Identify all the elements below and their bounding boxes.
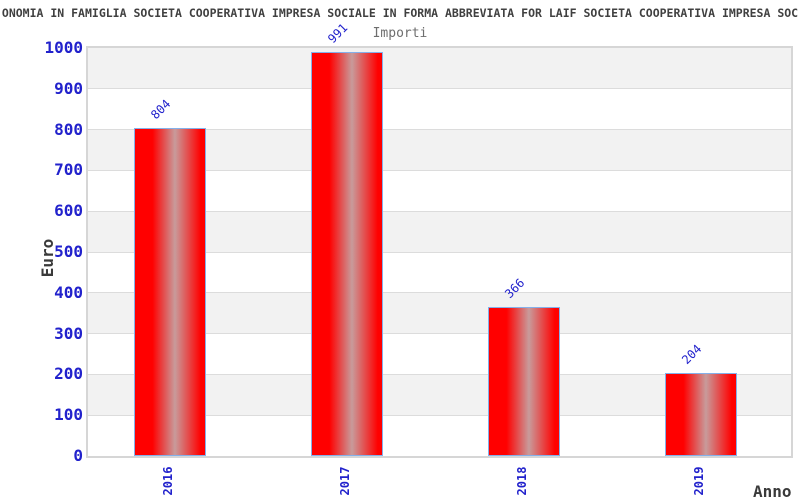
gridline (88, 333, 791, 335)
bar-2016 (134, 127, 206, 456)
y-tick-label: 800 (54, 119, 83, 139)
bar-value-label: 991 (324, 20, 350, 46)
y-tick-label: 900 (54, 78, 83, 98)
y-tick-label: 700 (54, 160, 83, 180)
gridline (88, 373, 791, 375)
gridline (88, 292, 791, 294)
y-tick-label: 1000 (44, 38, 83, 57)
plot-band (88, 48, 791, 89)
plot-area (86, 46, 793, 458)
chart-title: ONOMIA IN FAMIGLIA SOCIETA COOPERATIVA I… (1, 6, 799, 20)
plot-band (88, 88, 791, 130)
y-tick-label: 0 (73, 446, 83, 465)
gridline (88, 129, 791, 131)
bar-2017 (310, 51, 383, 456)
x-tick-label: 2016 (161, 466, 175, 496)
x-tick-label: 2019 (691, 466, 706, 496)
x-axis-title: Anno (753, 482, 792, 500)
y-tick-label: 200 (54, 364, 83, 384)
y-tick-label: 500 (54, 242, 83, 261)
y-tick-label: 100 (54, 405, 83, 425)
bar-2018 (487, 306, 560, 456)
y-tick-label: 600 (54, 201, 83, 221)
x-tick-label: 2018 (514, 466, 529, 496)
gridline (88, 210, 791, 212)
gridline (88, 88, 791, 90)
bar-2019 (664, 372, 737, 456)
y-tick-label: 300 (54, 323, 83, 343)
y-tick-label: 400 (54, 282, 83, 302)
chart-subtitle: Importi (372, 26, 428, 41)
gridline (88, 251, 791, 253)
gridline (88, 169, 791, 171)
gridline (88, 414, 791, 416)
x-tick-label: 2017 (337, 466, 352, 496)
